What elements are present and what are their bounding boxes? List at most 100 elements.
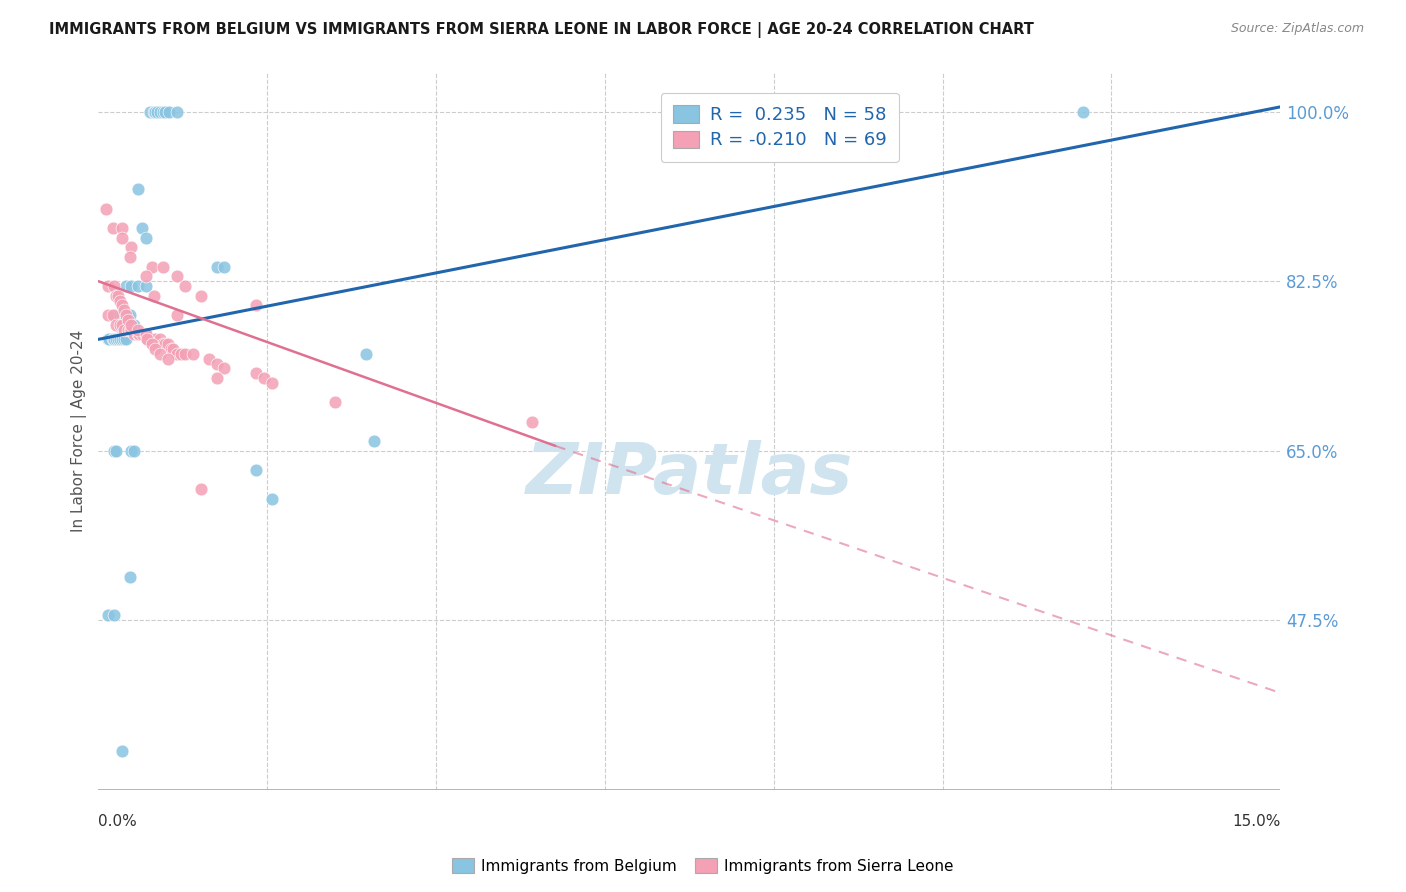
Point [112,308,135,322]
Point [97,608,120,623]
Point [97,332,120,346]
Point [104,289,127,303]
Point [166,308,188,322]
Point [127,279,149,293]
Point [103,279,125,293]
Point [120,323,142,337]
Point [136,332,159,346]
Point [181,347,204,361]
Point [245,366,267,380]
Point [149,347,172,361]
Point [110,308,132,322]
Point [101,332,124,346]
Point [120,318,142,332]
Point [156,337,179,351]
Point [135,327,157,342]
Point [104,318,127,332]
Point [149,104,172,119]
Point [117,323,139,337]
Point [253,371,276,385]
Point [152,104,174,119]
Point [214,260,236,274]
Point [146,104,169,119]
Point [141,260,163,274]
Point [156,351,179,366]
Point [205,260,228,274]
Point [111,298,134,312]
Point [166,347,188,361]
Legend: R =  0.235   N = 58, R = -0.210   N = 69: R = 0.235 N = 58, R = -0.210 N = 69 [661,93,898,162]
Point [117,308,139,322]
Point [104,308,127,322]
Point [136,332,159,346]
Point [112,327,135,342]
Point [122,318,145,332]
Point [214,361,236,376]
Point [118,308,141,322]
Point [111,230,134,244]
Point [120,443,142,458]
Point [127,327,149,342]
Legend: Immigrants from Belgium, Immigrants from Sierra Leone: Immigrants from Belgium, Immigrants from… [446,852,960,880]
Point [143,342,166,356]
Point [111,327,134,342]
Point [1071,104,1094,119]
Point [103,608,125,623]
Point [111,744,134,758]
Point [110,293,132,308]
Text: ZIPatlas: ZIPatlas [526,440,853,508]
Point [155,104,177,119]
Text: Source: ZipAtlas.com: Source: ZipAtlas.com [1230,22,1364,36]
Point [166,269,188,284]
Point [97,279,120,293]
Point [155,337,177,351]
Point [112,332,135,346]
Point [104,443,127,458]
Point [138,104,160,119]
Point [120,318,142,332]
Point [115,308,138,322]
Point [111,308,134,322]
Point [205,371,228,385]
Point [103,443,125,458]
Point [117,327,139,342]
Point [127,182,149,196]
Point [143,332,166,346]
Point [120,240,142,254]
Point [245,298,267,312]
Point [115,327,138,342]
Point [245,463,267,477]
Point [131,327,153,342]
Point [122,327,145,342]
Point [107,332,129,346]
Point [135,230,157,244]
Point [118,250,141,264]
Point [115,279,138,293]
Point [143,104,166,119]
Point [122,443,145,458]
Point [98,332,121,346]
Point [157,104,180,119]
Point [115,332,138,346]
Point [174,279,197,293]
Point [166,104,188,119]
Text: IMMIGRANTS FROM BELGIUM VS IMMIGRANTS FROM SIERRA LEONE IN LABOR FORCE | AGE 20-: IMMIGRANTS FROM BELGIUM VS IMMIGRANTS FR… [49,22,1033,38]
Point [152,260,174,274]
Point [142,104,165,119]
Point [149,332,172,346]
Point [135,279,157,293]
Point [128,327,150,342]
Point [111,318,134,332]
Point [174,347,197,361]
Point [101,308,124,322]
Point [127,323,149,337]
Point [141,337,163,351]
Point [142,289,165,303]
Point [323,395,346,409]
Point [162,342,184,356]
Point [96,202,118,216]
Point [107,308,129,322]
Point [111,332,134,346]
Point [103,332,125,346]
Point [135,269,157,284]
